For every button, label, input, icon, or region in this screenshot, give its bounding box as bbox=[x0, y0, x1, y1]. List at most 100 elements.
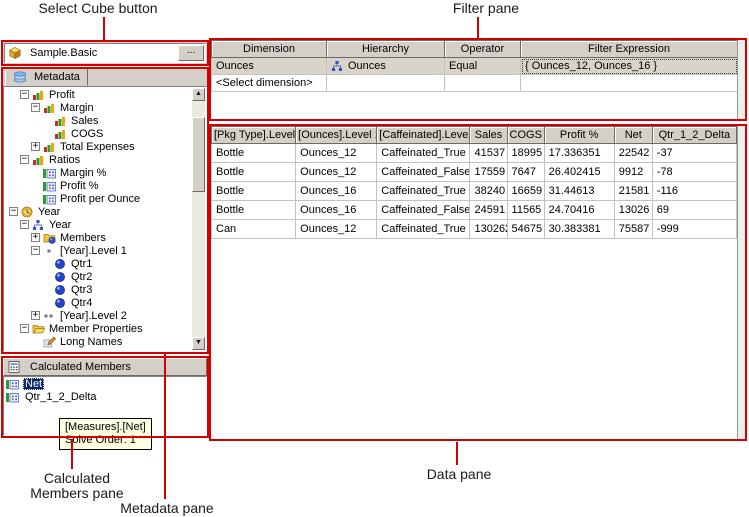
data-cell-net[interactable]: 9912 bbox=[613, 162, 653, 182]
tree-item-qtr3[interactable]: Qtr3 bbox=[5, 283, 192, 296]
data-row-1[interactable]: Bottle Ounces_12 Caffeinated_False 17559 764… bbox=[210, 162, 738, 182]
data-cell-caffeinated-level-1[interactable]: Caffeinated_True bbox=[376, 143, 471, 163]
collapse-icon[interactable]: − bbox=[31, 245, 40, 255]
data-cell-caffeinated-level-1[interactable]: Caffeinated_True bbox=[376, 219, 471, 239]
data-header-pkg-type-level-1[interactable]: [Pkg Type].Level 1 bbox=[210, 126, 297, 144]
collapse-icon[interactable]: − bbox=[20, 154, 29, 164]
data-cell-ounces-level-1[interactable]: Ounces_12 bbox=[295, 219, 378, 239]
tree-item-member-properties[interactable]: − Member Properties bbox=[5, 322, 192, 335]
filter-header-dimension[interactable]: Dimension bbox=[211, 40, 327, 58]
data-row-0[interactable]: Bottle Ounces_12 Caffeinated_True 41537 1899… bbox=[210, 143, 738, 163]
data-cell-sales[interactable]: 38240 bbox=[469, 181, 508, 201]
data-cell-profit[interactable]: 26.402415 bbox=[543, 162, 615, 182]
tree-item-qtr2[interactable]: Qtr2 bbox=[5, 270, 192, 283]
filter-header-operator[interactable]: Operator bbox=[444, 40, 521, 58]
expand-icon[interactable]: + bbox=[31, 141, 40, 151]
scroll-down-button[interactable]: ▼ bbox=[192, 337, 205, 350]
data-header-caffeinated-level-1[interactable]: [Caffeinated].Level 1 bbox=[376, 126, 471, 144]
data-cell-net[interactable]: 75587 bbox=[613, 219, 653, 239]
data-cell-profit[interactable]: 31.44613 bbox=[543, 181, 615, 201]
data-cell-qtr-1-2-delta[interactable]: -116 bbox=[651, 181, 738, 201]
data-header-net[interactable]: Net bbox=[613, 126, 653, 144]
data-cell-sales[interactable]: 17559 bbox=[469, 162, 508, 182]
data-cell-net[interactable]: 13026 bbox=[613, 200, 653, 220]
tree-item-profit[interactable]: − Profit bbox=[5, 88, 192, 101]
data-cell-net[interactable]: 21581 bbox=[613, 181, 653, 201]
scroll-thumb[interactable] bbox=[192, 117, 205, 192]
expand-icon[interactable]: + bbox=[31, 232, 40, 242]
data-cell-caffeinated-level-1[interactable]: Caffeinated_False bbox=[376, 162, 471, 182]
filter-cell-operator[interactable] bbox=[444, 74, 521, 92]
data-cell-pkg-type-level-1[interactable]: Bottle bbox=[210, 181, 297, 201]
data-cell-cogs[interactable]: 7647 bbox=[506, 162, 545, 182]
data-cell-pkg-type-level-1[interactable]: Bottle bbox=[210, 162, 297, 182]
tree-item-members[interactable]: + Members bbox=[5, 231, 192, 244]
filter-cell-expression[interactable]: { Ounces_12, Ounces_16 } bbox=[520, 57, 738, 75]
data-cell-pkg-type-level-1[interactable]: Can bbox=[210, 219, 297, 239]
data-cell-ounces-level-1[interactable]: Ounces_16 bbox=[295, 200, 378, 220]
data-header-profit[interactable]: Profit % bbox=[543, 126, 615, 144]
filter-cell-expression[interactable] bbox=[520, 74, 738, 92]
filter-cell-operator[interactable]: Equal bbox=[444, 57, 521, 75]
expand-icon[interactable]: + bbox=[31, 310, 40, 320]
tree-item-long-names[interactable]: Long Names bbox=[5, 335, 192, 348]
data-cell-qtr-1-2-delta[interactable]: -999 bbox=[651, 219, 738, 239]
filter-cell-dimension[interactable]: <Select dimension> bbox=[211, 74, 327, 92]
collapse-icon[interactable]: − bbox=[20, 219, 29, 229]
collapse-icon[interactable]: − bbox=[20, 323, 29, 333]
tree-item-year-level-2[interactable]: + [Year].Level 2 bbox=[5, 309, 192, 322]
tree-item-total-expenses[interactable]: + Total Expenses bbox=[5, 140, 192, 153]
data-cell-qtr-1-2-delta[interactable]: 69 bbox=[651, 200, 738, 220]
data-row-3[interactable]: Bottle Ounces_16 Caffeinated_False 24591 115… bbox=[210, 200, 738, 220]
tree-item-year[interactable]: − Year bbox=[5, 218, 192, 231]
data-cell-ounces-level-1[interactable]: Ounces_16 bbox=[295, 181, 378, 201]
filter-header-filter-expression[interactable]: Filter Expression bbox=[520, 40, 738, 58]
data-row-4[interactable]: CanOunces_12Caffeinated_True130262546753… bbox=[210, 219, 738, 239]
filter-cell-hierarchy[interactable]: Ounces bbox=[326, 57, 445, 75]
scroll-up-button[interactable]: ▲ bbox=[192, 88, 205, 101]
data-cell-cogs[interactable]: 16659 bbox=[506, 181, 545, 201]
data-cell-pkg-type-level-1[interactable]: Bottle bbox=[210, 200, 297, 220]
data-cell-sales[interactable]: 130262 bbox=[469, 219, 508, 239]
data-cell-sales[interactable]: 24591 bbox=[469, 200, 508, 220]
calculated-member-net[interactable]: Net bbox=[4, 377, 206, 390]
data-cell-caffeinated-level-1[interactable]: Caffeinated_True bbox=[376, 181, 471, 201]
data-cell-net[interactable]: 22542 bbox=[613, 143, 653, 163]
data-cell-sales[interactable]: 41537 bbox=[469, 143, 508, 163]
metadata-tree-scrollbar[interactable]: ▲ ▼ bbox=[192, 88, 205, 350]
data-row-2[interactable]: Bottle Ounces_16 Caffeinated_True 38240 1665… bbox=[210, 181, 738, 201]
filter-pane-scroll-strip[interactable] bbox=[737, 40, 745, 119]
data-cell-ounces-level-1[interactable]: Ounces_12 bbox=[295, 162, 378, 182]
data-cell-pkg-type-level-1[interactable]: Bottle bbox=[210, 143, 297, 163]
filter-header-hierarchy[interactable]: Hierarchy bbox=[326, 40, 445, 58]
tree-item-year-level-1[interactable]: − [Year].Level 1 bbox=[5, 244, 192, 257]
data-cell-qtr-1-2-delta[interactable]: -78 bbox=[651, 162, 738, 182]
data-cell-profit[interactable]: 30.383381 bbox=[543, 219, 615, 239]
filter-row-1[interactable]: <Select dimension> bbox=[211, 74, 738, 92]
tree-item-profit-per-ounce[interactable]: Profit per Ounce bbox=[5, 192, 192, 205]
collapse-icon[interactable]: − bbox=[31, 102, 40, 112]
filter-cell-hierarchy[interactable] bbox=[326, 74, 445, 92]
filter-row-0[interactable]: Ounces Ounces Equal{ Ounces_12, Ounces_16 … bbox=[211, 57, 738, 75]
tree-item-ratios[interactable]: − Ratios bbox=[5, 153, 192, 166]
data-pane-scroll-strip[interactable] bbox=[737, 126, 745, 439]
data-header-cogs[interactable]: COGS bbox=[506, 126, 545, 144]
data-cell-caffeinated-level-1[interactable]: Caffeinated_False bbox=[376, 200, 471, 220]
data-cell-qtr-1-2-delta[interactable]: -37 bbox=[651, 143, 738, 163]
collapse-icon[interactable]: − bbox=[9, 206, 18, 216]
tree-item-margin[interactable]: − Margin bbox=[5, 101, 192, 114]
tree-item-margin[interactable]: Margin % bbox=[5, 166, 192, 179]
calculated-member-qtr-1-2-delta[interactable]: Qtr_1_2_Delta bbox=[4, 390, 206, 403]
tab-metadata[interactable]: Metadata bbox=[5, 68, 88, 86]
data-cell-cogs[interactable]: 11565 bbox=[506, 200, 545, 220]
data-cell-profit[interactable]: 17.336351 bbox=[543, 143, 615, 163]
cube-selector-field[interactable]: Sample.Basic ... bbox=[4, 43, 206, 63]
tree-item-qtr4[interactable]: Qtr4 bbox=[5, 296, 192, 309]
data-header-sales[interactable]: Sales bbox=[469, 126, 508, 144]
filter-cell-dimension[interactable]: Ounces bbox=[211, 57, 327, 75]
data-cell-cogs[interactable]: 54675 bbox=[506, 219, 545, 239]
tree-item-sales[interactable]: Sales bbox=[5, 114, 192, 127]
data-cell-cogs[interactable]: 18995 bbox=[506, 143, 545, 163]
tree-item-cogs[interactable]: COGS bbox=[5, 127, 192, 140]
data-cell-ounces-level-1[interactable]: Ounces_12 bbox=[295, 143, 378, 163]
